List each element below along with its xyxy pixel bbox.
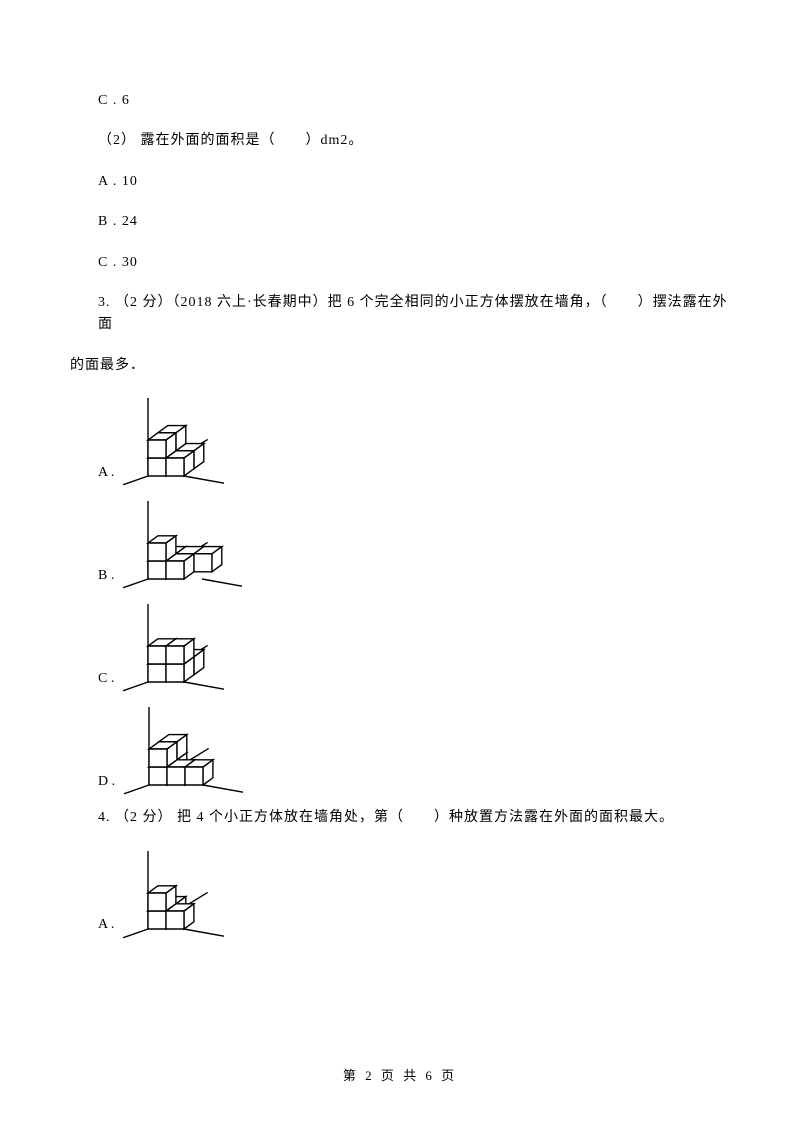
q3-option-b-label: B . (98, 565, 114, 593)
q3-option-b-row: B . (70, 498, 730, 593)
q3-option-c-row: C . (70, 601, 730, 696)
q3-diagram-d (121, 704, 271, 799)
q3-stem-line1: 3. （2 分）（2018 六上·长春期中）把 6 个完全相同的小正方体摆放在墙… (70, 292, 730, 337)
q3-stem-line2: 的面最多． (70, 355, 730, 377)
q4-stem: 4. （2 分） 把 4 个小正方体放在墙角处，第（ ）种放置方法露在外面的面积… (70, 807, 730, 829)
q3-option-d-row: D . (70, 704, 730, 799)
q3-option-c-label: C . (98, 668, 114, 696)
q3-option-a-row: A . (70, 395, 730, 490)
q4-option-a-label: A . (98, 914, 114, 942)
q2-option-a: A . 10 (70, 171, 730, 193)
q4-option-a-row: A . (70, 848, 730, 943)
q3-diagram-a (120, 395, 270, 490)
q4-diagram-a (120, 848, 270, 943)
q3-option-a-label: A . (98, 462, 114, 490)
page-footer: 第 2 页 共 6 页 (0, 1066, 800, 1087)
q1-option-c: C . 6 (70, 90, 730, 112)
q3-diagram-c (120, 601, 270, 696)
q2-stem: （2） 露在外面的面积是（ ）dm2。 (70, 130, 730, 152)
q3-option-d-label: D . (98, 771, 115, 799)
q2-option-b: B . 24 (70, 211, 730, 233)
q3-diagram-b (120, 498, 270, 593)
q2-option-c: C . 30 (70, 252, 730, 274)
